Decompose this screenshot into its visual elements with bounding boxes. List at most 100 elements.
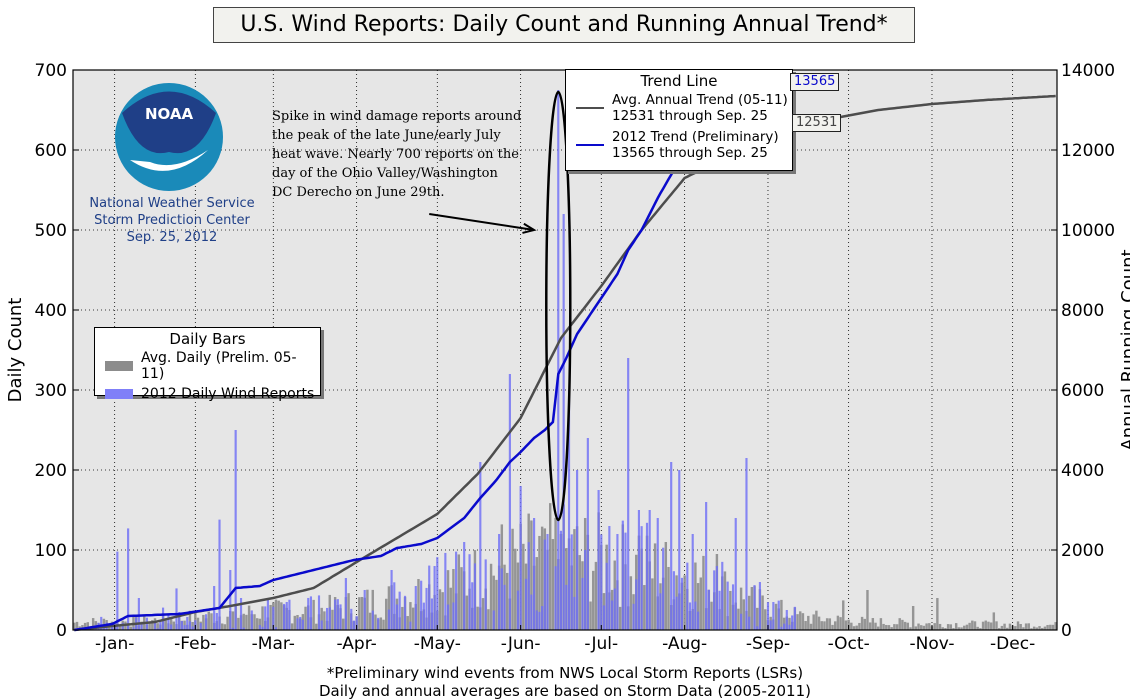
- daily-2012-bar: [395, 604, 399, 630]
- avg-daily-bar: [885, 624, 888, 630]
- daily-2012-bar: [274, 627, 278, 630]
- avg-daily-bar: [540, 526, 544, 630]
- daily-2012-bar: [393, 582, 396, 630]
- daily-2012-bar: [726, 581, 729, 630]
- highlight-ellipse: [545, 90, 572, 522]
- avg-daily-bar: [944, 628, 947, 630]
- avg-daily-bar: [1049, 624, 1052, 630]
- avg-daily-bar: [750, 587, 754, 630]
- avg-daily-bar: [694, 562, 697, 630]
- avg-daily-bar: [877, 626, 880, 630]
- daily-2012-bar: [640, 526, 643, 630]
- y2-tick-label: 2000: [1061, 541, 1104, 561]
- avg-daily-bar: [653, 543, 657, 630]
- daily-2012-bar: [508, 374, 511, 630]
- daily-2012-bar: [791, 615, 794, 630]
- avg-daily-bar: [465, 595, 469, 630]
- avg-daily-bar: [629, 576, 633, 630]
- daily-2012-bar: [662, 547, 665, 630]
- avg-daily-bar: [855, 625, 858, 630]
- daily-2012-bar: [398, 591, 401, 630]
- avg-daily-bar: [151, 620, 154, 630]
- daily-2012-bar: [573, 596, 576, 630]
- avg-daily-bar: [729, 590, 732, 630]
- y-tick-label: 300: [35, 381, 67, 401]
- daily-2012-bar: [562, 214, 565, 630]
- avg-daily-bar: [277, 600, 280, 630]
- avg-daily-bar: [481, 598, 485, 630]
- footnote-line-1: *Preliminary wind events from NWS Local …: [326, 664, 804, 682]
- daily-2012-bar: [648, 510, 651, 630]
- avg-daily-bar: [1030, 628, 1033, 630]
- avg-daily-bar: [1024, 623, 1028, 630]
- y-tick-label: 100: [35, 541, 67, 561]
- avg-daily-swatch: [105, 361, 133, 371]
- avg-daily-bar: [223, 624, 227, 630]
- daily-2012-bar: [557, 90, 560, 630]
- avg-daily-bar: [385, 598, 388, 630]
- noaa-line-1: National Weather Service: [89, 196, 255, 211]
- daily-2012-bar: [570, 534, 573, 630]
- y2-tick-label: 0: [1061, 621, 1072, 641]
- daily-2012-bar: [670, 462, 673, 630]
- daily-2012-bar: [363, 590, 366, 630]
- daily-2012-bar: [559, 530, 563, 630]
- daily-2012-bar: [425, 587, 428, 630]
- y-axis-label: Daily Count: [5, 298, 26, 403]
- avg-daily-bar: [255, 618, 259, 630]
- daily-2012-bar: [377, 617, 380, 630]
- daily-2012-bar: [339, 604, 342, 630]
- avg-daily-bar: [438, 589, 442, 630]
- avg-daily-bar: [487, 609, 490, 630]
- daily-2012-bar: [769, 620, 772, 630]
- annotation-arrow: [429, 213, 535, 231]
- daily-2012-bar: [527, 542, 530, 630]
- daily-2012-bar: [444, 552, 447, 630]
- avg-daily-bar: [207, 611, 210, 630]
- x-tick-label: -Oct-: [828, 634, 870, 654]
- avg-daily-bar: [191, 621, 194, 630]
- avg-daily-bar: [957, 627, 961, 630]
- daily-2012-bar: [350, 608, 353, 630]
- avg-daily-bar: [952, 628, 955, 630]
- daily-2012-bar: [610, 600, 614, 630]
- avg-trend-line2: 12531 through Sep. 25: [612, 108, 768, 124]
- daily-2012-bar: [264, 606, 267, 630]
- avg-daily-bar: [331, 609, 334, 630]
- avg-daily-bar: [261, 606, 264, 630]
- daily-2012-bar: [584, 549, 587, 630]
- daily-2012-bar: [325, 607, 329, 630]
- avg-daily-bar: [895, 624, 899, 630]
- daily-2012-bar: [785, 610, 788, 630]
- daily-2012-bar: [317, 595, 321, 630]
- avg-daily-bar: [997, 628, 1001, 630]
- avg-daily-bar: [169, 618, 173, 630]
- daily-2012-bar: [328, 607, 331, 630]
- daily-2012-bar: [132, 627, 135, 630]
- daily-2012-bar: [428, 565, 431, 630]
- avg-daily-bar: [358, 597, 361, 630]
- daily-2012-bar: [272, 606, 275, 630]
- avg-daily-bar: [1003, 623, 1006, 630]
- avg-daily-bar: [817, 616, 821, 630]
- daily-2012-bar: [637, 510, 641, 630]
- daily-2012-bar: [554, 566, 557, 630]
- avg-daily-bar: [522, 543, 525, 630]
- avg-daily-bar: [293, 615, 297, 630]
- daily-2012-bar: [344, 578, 347, 630]
- avg-daily-bar: [1054, 622, 1057, 630]
- daily-2012-bar: [597, 490, 600, 630]
- avg-daily-bar: [828, 618, 832, 630]
- avg-daily-bar: [164, 620, 167, 630]
- chart-title: U.S. Wind Reports: Daily Count and Runni…: [213, 7, 915, 43]
- daily-2012-bar: [745, 458, 748, 630]
- daily-2012-bar: [758, 582, 761, 630]
- avg-daily-bar: [981, 621, 985, 630]
- avg-daily-bar: [842, 600, 845, 630]
- avg-daily-bar: [341, 618, 345, 630]
- avg-daily-bar: [852, 626, 856, 630]
- legend-item-avg-trend: Avg. Annual Trend (05-11) 12531 through …: [570, 92, 788, 124]
- avg-daily-bar: [312, 599, 315, 630]
- avg-daily-bar: [812, 614, 815, 630]
- daily-2012-bar: [484, 559, 487, 630]
